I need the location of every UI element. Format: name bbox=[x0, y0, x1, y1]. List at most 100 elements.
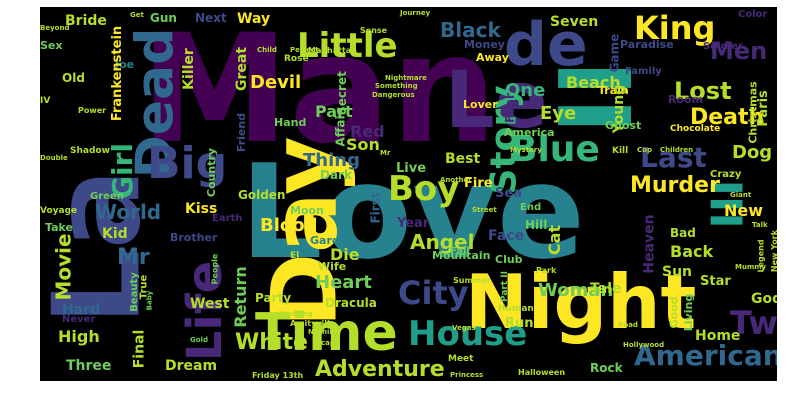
word-hill: Hill bbox=[525, 218, 548, 232]
word-angel: Angel bbox=[410, 230, 475, 254]
word-last: Last bbox=[640, 141, 707, 174]
word-death: Death bbox=[690, 105, 765, 130]
word-green: Green bbox=[90, 191, 124, 202]
word-murder: Murder bbox=[630, 173, 720, 198]
word-lost: Lost bbox=[674, 77, 732, 105]
word-beach: Beach bbox=[566, 73, 621, 92]
word-le: Le bbox=[445, 56, 548, 146]
word-boy: Boy bbox=[388, 169, 460, 209]
word-dream: Dream bbox=[165, 358, 218, 374]
word-halloween: Halloween bbox=[518, 368, 566, 377]
word-america: America bbox=[504, 126, 555, 139]
word-hand: Hand bbox=[274, 116, 307, 129]
word-heart: Heart bbox=[315, 272, 372, 293]
word-cloud: Man Love La II Night Day Le Time Dead Li… bbox=[40, 7, 777, 381]
word-journey: Journey bbox=[400, 9, 431, 17]
word-adventure: Adventure bbox=[315, 357, 445, 381]
word-brother: Brother bbox=[170, 231, 218, 244]
word-three: Three bbox=[66, 358, 112, 374]
word-frankenstein: Frankenstein bbox=[110, 25, 126, 122]
word-perfect: Perfect bbox=[290, 46, 319, 54]
word-human: Human bbox=[498, 304, 534, 314]
word-king: King bbox=[634, 9, 716, 47]
word-lover: Lover bbox=[463, 98, 498, 111]
word-family: Family bbox=[625, 66, 662, 77]
word-part: Part bbox=[315, 102, 353, 121]
word-golden: Golden bbox=[238, 188, 286, 202]
word-shadow: Shadow bbox=[70, 146, 110, 156]
word-el: El bbox=[290, 251, 300, 261]
word-manhattan: Manhattan bbox=[308, 46, 357, 55]
word-power: Power bbox=[78, 106, 107, 115]
word-good: Good bbox=[667, 296, 681, 329]
word-club: Club bbox=[495, 253, 523, 266]
word-mr: Mr bbox=[117, 245, 150, 270]
word-soldier: Soldier bbox=[703, 41, 743, 52]
word-blue: Blue bbox=[510, 129, 600, 170]
word-home: Home bbox=[695, 328, 741, 344]
word-blood: Blood bbox=[260, 215, 318, 236]
word-garden: Garden bbox=[310, 234, 356, 247]
word-nothing: Nothing bbox=[308, 328, 340, 336]
word-kill: Kill bbox=[612, 146, 629, 156]
word-bride: Bride bbox=[65, 13, 107, 29]
word-de: de bbox=[504, 10, 588, 80]
word-meet: Meet bbox=[448, 354, 474, 364]
word-gold: Gold bbox=[190, 336, 208, 344]
word-beyond: Beyond bbox=[40, 24, 70, 32]
word-part-ii: Part II bbox=[500, 271, 510, 302]
word-time: Time bbox=[255, 303, 398, 363]
word-hollywood: Hollywood bbox=[623, 341, 665, 349]
word-black: Black bbox=[440, 18, 501, 42]
word-sense: Sense bbox=[360, 26, 388, 35]
word-best: Best bbox=[445, 151, 481, 167]
word-road: Road bbox=[618, 321, 638, 329]
word-something: Something bbox=[375, 82, 418, 90]
word-year: Year bbox=[397, 216, 430, 231]
word-killer: Killer bbox=[180, 48, 197, 90]
word-double: Double bbox=[40, 154, 68, 162]
word-dog: Dog bbox=[732, 142, 773, 163]
word-bad: Bad bbox=[670, 226, 696, 240]
word-love: Love bbox=[240, 136, 586, 288]
word-god: God bbox=[751, 291, 777, 307]
word-dracula: Dracula bbox=[325, 296, 377, 310]
word-secret: Secret bbox=[334, 71, 349, 115]
word-back: Back bbox=[670, 242, 714, 261]
word-big: Big bbox=[147, 138, 228, 189]
word-friday-13th: Friday 13th bbox=[252, 371, 304, 380]
word-new: New bbox=[724, 201, 764, 220]
word-fall: Fall bbox=[450, 246, 470, 257]
word-two: Two bbox=[730, 304, 777, 342]
word-fear: Fear bbox=[502, 93, 517, 123]
word-american: American bbox=[634, 339, 777, 372]
word-face: Face bbox=[488, 228, 524, 244]
word-street: Street bbox=[472, 206, 497, 214]
word-white: White bbox=[235, 330, 308, 355]
word-world: World bbox=[95, 200, 162, 224]
word-woman: Woman bbox=[538, 280, 614, 301]
word-mummy: Mummy bbox=[735, 263, 767, 271]
word-joe: Joe bbox=[115, 58, 135, 71]
word-wife: Wife bbox=[318, 260, 347, 273]
word-night: Night bbox=[465, 258, 697, 346]
word-next: Next bbox=[195, 11, 227, 25]
word-park: Park bbox=[536, 266, 557, 275]
word-return: Return bbox=[230, 266, 250, 328]
word-paris: Paris bbox=[755, 90, 771, 127]
word-friend: Friend bbox=[235, 112, 249, 153]
word-city: City bbox=[398, 274, 469, 312]
word-hard: Hard bbox=[62, 302, 101, 318]
word-country: Country bbox=[205, 147, 219, 198]
word-old: Old bbox=[62, 71, 85, 85]
word-end: End bbox=[520, 202, 542, 213]
word-amityville: Amityville bbox=[290, 319, 336, 328]
word-final: Final bbox=[131, 329, 148, 369]
word-rose: Rose bbox=[284, 54, 309, 64]
word-son: Son bbox=[346, 135, 380, 154]
word-crazy: Crazy bbox=[710, 169, 742, 180]
word-fire: Fire bbox=[464, 176, 493, 191]
word-earth: Earth bbox=[212, 213, 243, 224]
word-princess: Princess bbox=[450, 371, 484, 379]
word-sex: Sex bbox=[40, 39, 63, 52]
